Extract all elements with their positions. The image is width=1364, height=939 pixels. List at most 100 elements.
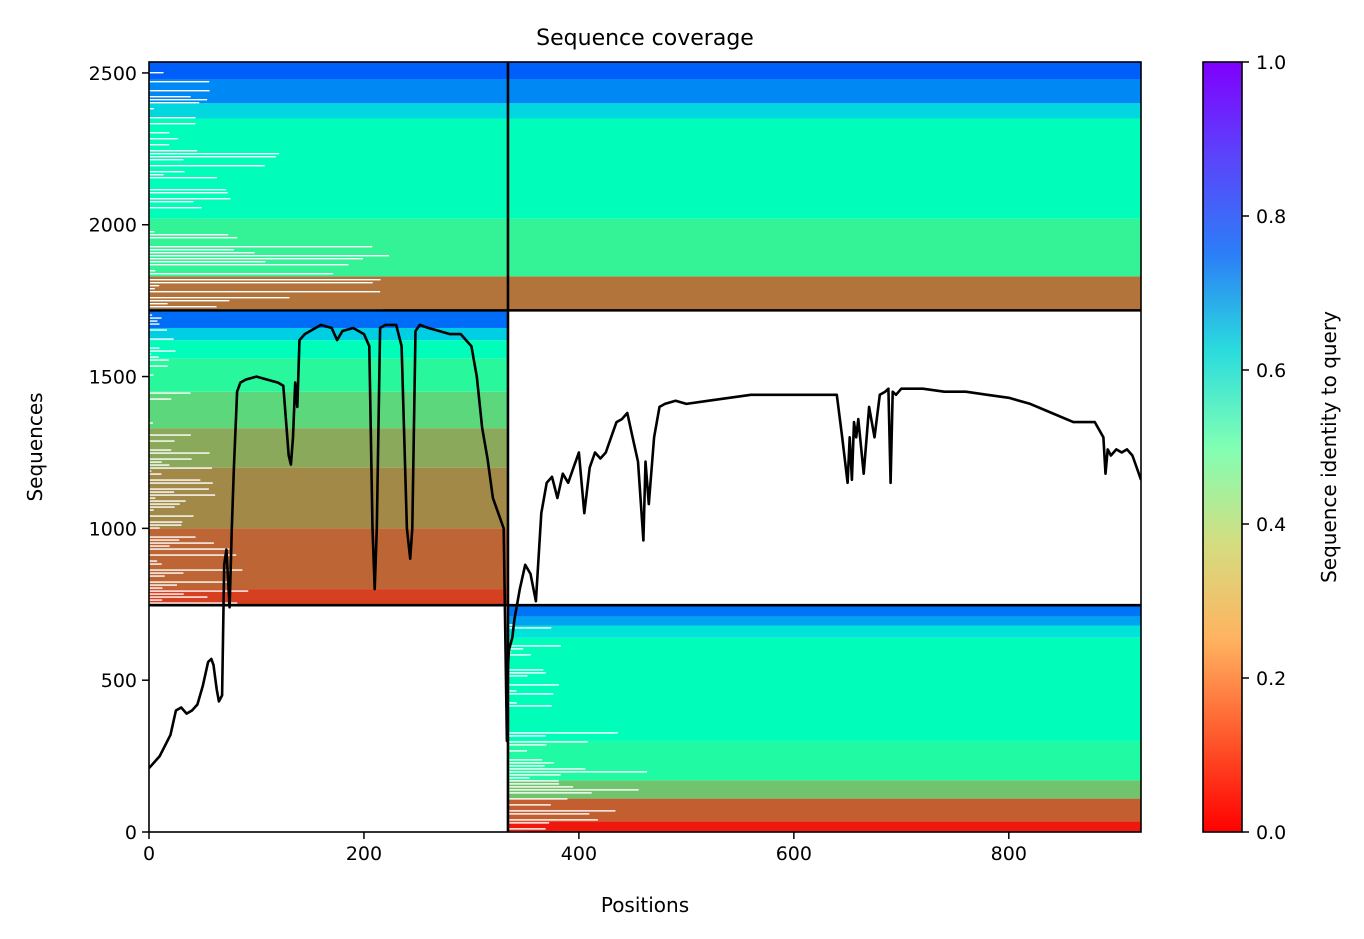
- gap-segment: [149, 563, 162, 565]
- heatmap-block: [149, 62, 1141, 311]
- gap-segment: [507, 672, 546, 674]
- gap-segment: [149, 99, 208, 101]
- colorbar-label: Sequence identity to query: [1317, 311, 1341, 583]
- gap-segment: [149, 521, 183, 523]
- gap-segment: [149, 536, 196, 538]
- identity-band: [507, 637, 1141, 741]
- identity-band: [149, 118, 1141, 219]
- gap-segment: [507, 705, 552, 707]
- gap-segment: [149, 189, 227, 191]
- gap-segment: [149, 249, 235, 251]
- gap-segment: [149, 392, 191, 394]
- identity-band: [507, 740, 1141, 781]
- identity-band: [149, 79, 1141, 104]
- gap-segment: [149, 488, 209, 490]
- gap-segment: [507, 684, 559, 686]
- gap-segment: [149, 314, 153, 316]
- x-tick-label: 600: [776, 843, 812, 865]
- gap-segment: [149, 90, 210, 92]
- gap-segment: [507, 780, 559, 782]
- gap-segment: [149, 246, 373, 248]
- x-tick-label: 0: [143, 843, 155, 865]
- identity-band: [149, 340, 508, 359]
- gap-segment: [507, 690, 517, 692]
- gap-segment: [149, 359, 169, 361]
- gap-segment: [507, 804, 551, 806]
- gap-segment: [507, 822, 550, 824]
- gap-segment: [507, 762, 554, 764]
- gap-segment: [149, 174, 164, 176]
- gap-segment: [507, 783, 560, 785]
- gap-segment: [507, 702, 517, 704]
- identity-band: [507, 821, 1141, 832]
- gap-segment: [149, 234, 229, 236]
- gap-segment: [149, 593, 184, 595]
- colorbar-tick-label: 1.0: [1256, 52, 1286, 74]
- gap-segment: [149, 491, 175, 493]
- x-tick-label: 200: [346, 843, 382, 865]
- gap-segment: [149, 138, 179, 140]
- gap-segment: [149, 464, 170, 466]
- gap-segment: [507, 810, 616, 812]
- identity-band: [507, 780, 1141, 799]
- identity-band: [149, 327, 508, 341]
- gap-segment: [149, 422, 153, 424]
- gap-segment: [149, 108, 154, 110]
- chart-title: Sequence coverage: [536, 26, 754, 51]
- gap-segment: [149, 258, 363, 260]
- gap-segment: [507, 741, 588, 743]
- gap-segment: [149, 584, 178, 586]
- x-axis-label: Positions: [601, 893, 689, 917]
- gap-segment: [149, 285, 160, 287]
- gap-segment: [149, 207, 202, 209]
- gap-segment: [149, 282, 373, 284]
- gap-segment: [149, 515, 194, 517]
- gap-segment: [149, 461, 162, 463]
- gap-segment: [149, 467, 213, 469]
- identity-band: [507, 616, 1141, 626]
- gap-segment: [149, 569, 243, 571]
- gap-segment: [149, 590, 249, 592]
- gap-segment: [149, 548, 230, 550]
- heatmap-blocks: [149, 62, 1141, 832]
- gap-segment: [149, 255, 390, 257]
- gap-segment: [149, 192, 228, 194]
- gap-segment: [149, 270, 156, 272]
- gap-segment: [149, 479, 201, 481]
- gap-segment: [149, 273, 334, 275]
- gap-segment: [149, 509, 154, 511]
- gap-segment: [149, 123, 196, 125]
- colorbar-tick-label: 0.2: [1256, 668, 1286, 690]
- x-tick-label: 800: [991, 843, 1027, 865]
- gap-segment: [149, 599, 163, 601]
- gap-segment: [507, 777, 530, 779]
- gap-segment: [507, 813, 590, 815]
- gap-segment: [507, 798, 568, 800]
- gap-segment: [149, 231, 155, 233]
- plot-area: [149, 62, 1141, 832]
- gap-segment: [149, 159, 184, 161]
- gap-segment: [149, 554, 237, 556]
- identity-band: [149, 391, 508, 429]
- gap-segment: [507, 828, 546, 830]
- gap-segment: [149, 449, 172, 451]
- heatmap-gaps: [149, 72, 648, 832]
- identity-band: [149, 62, 1141, 80]
- gap-segment: [507, 750, 528, 752]
- gap-segment: [149, 320, 158, 322]
- gap-segment: [149, 545, 170, 547]
- gap-segment: [507, 819, 598, 821]
- y-tick-label: 500: [101, 670, 137, 692]
- gap-segment: [149, 503, 180, 505]
- gap-segment: [149, 323, 160, 325]
- gap-segment: [149, 482, 213, 484]
- gap-segment: [149, 524, 182, 526]
- gap-segment: [149, 347, 160, 349]
- gap-segment: [149, 581, 229, 583]
- y-tick-label: 1000: [89, 518, 137, 540]
- gap-segment: [149, 356, 159, 358]
- gap-segment: [149, 291, 381, 293]
- plot-frame: [148, 61, 1142, 833]
- gap-segment: [149, 473, 162, 475]
